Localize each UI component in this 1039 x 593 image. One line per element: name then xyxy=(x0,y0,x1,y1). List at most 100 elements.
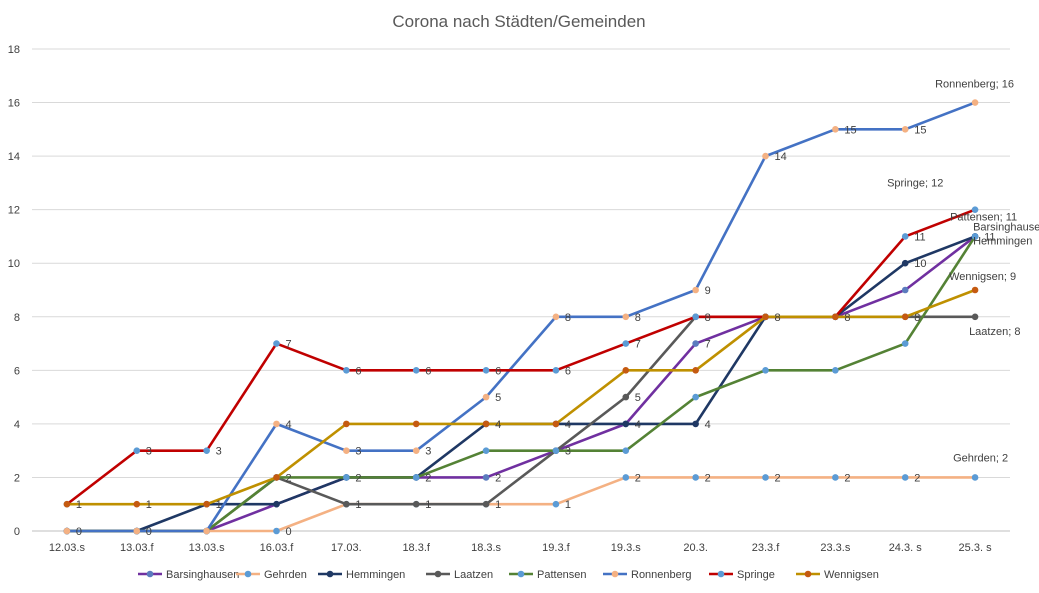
data-point xyxy=(412,420,420,428)
end-label: Gehrden; 2 xyxy=(953,452,1008,464)
data-label: 2 xyxy=(355,472,361,484)
data-point xyxy=(622,340,630,347)
end-label: Pattensen; 11 xyxy=(950,211,1017,223)
legend-label: Pattensen xyxy=(537,569,587,581)
data-point xyxy=(901,126,909,133)
data-label: 2 xyxy=(775,472,781,484)
series-line xyxy=(66,288,976,506)
data-label: 3 xyxy=(425,446,431,458)
legend: Barsinghausen Gehrden Hemmingen Laatzen Patt… xyxy=(138,569,879,581)
y-tick-label: 18 xyxy=(8,44,20,56)
data-point xyxy=(901,259,909,267)
x-tick-label: 18.3.f xyxy=(402,542,430,554)
data-label: 7 xyxy=(286,339,292,351)
data-label: 2 xyxy=(705,472,711,484)
data-point xyxy=(762,367,769,374)
data-point xyxy=(971,233,979,240)
data-point xyxy=(832,474,839,481)
data-point xyxy=(622,313,630,321)
data-label: 0 xyxy=(146,526,152,538)
series-pattensen xyxy=(63,233,979,535)
legend-marker xyxy=(244,570,252,578)
y-tick-label: 14 xyxy=(8,151,20,163)
y-tick-label: 6 xyxy=(14,365,20,377)
data-label: 3 xyxy=(216,446,222,458)
data-label: 6 xyxy=(425,365,431,377)
x-tick-label: 19.3.f xyxy=(542,542,570,554)
data-point xyxy=(901,340,909,347)
data-point xyxy=(412,367,420,374)
data-point xyxy=(412,500,420,508)
data-point xyxy=(133,500,141,508)
legend-marker xyxy=(717,570,725,578)
data-point xyxy=(622,393,630,401)
data-point xyxy=(552,500,560,508)
data-label: 1 xyxy=(495,499,501,511)
chart-title: Corona nach Städten/Gemeinden xyxy=(392,12,645,31)
data-label: 8 xyxy=(775,312,781,324)
legend-label: Springe xyxy=(737,569,775,581)
data-point xyxy=(273,500,280,508)
legend-marker xyxy=(146,570,154,578)
data-label: 1 xyxy=(355,499,361,511)
data-label: 4 xyxy=(635,419,641,431)
data-point xyxy=(273,420,280,428)
y-tick-label: 0 xyxy=(14,526,20,538)
data-point xyxy=(692,286,699,294)
data-point xyxy=(901,474,909,481)
end-label: Springe; 12 xyxy=(887,178,943,190)
data-label: 1 xyxy=(425,499,431,511)
series-line xyxy=(66,101,976,533)
data-point xyxy=(412,474,420,481)
data-point xyxy=(692,340,699,347)
x-tick-label: 25.3. s xyxy=(959,542,993,554)
data-label: 6 xyxy=(565,365,571,377)
data-label: 11 xyxy=(914,231,925,243)
end-label: Wennigsen; 9 xyxy=(949,271,1016,283)
data-point xyxy=(482,420,490,428)
data-label: 8 xyxy=(565,312,571,324)
data-point xyxy=(552,313,560,321)
data-point xyxy=(482,447,490,454)
legend-label: Gehrden xyxy=(264,569,307,581)
legend-label: Ronnenberg xyxy=(631,569,692,581)
x-tick-label: 23.3.s xyxy=(820,542,850,554)
data-label: 15 xyxy=(844,124,856,136)
data-point xyxy=(273,527,280,535)
x-axis: 12.03.s 13.03.f 13.03.s 16.03.f 17.03. 18.3.f… xyxy=(49,542,992,554)
data-point xyxy=(482,500,490,508)
series-line xyxy=(66,235,976,533)
data-label: 8 xyxy=(844,312,850,324)
data-point xyxy=(203,447,210,454)
data-point xyxy=(971,99,979,106)
data-point xyxy=(343,447,350,454)
data-point xyxy=(63,527,71,535)
data-point xyxy=(971,286,979,294)
data-point xyxy=(273,340,280,347)
data-point xyxy=(692,313,699,321)
x-tick-label: 17.03. xyxy=(331,542,362,554)
data-point xyxy=(971,474,979,481)
series-wennigsen xyxy=(63,286,979,508)
data-label: 1 xyxy=(146,499,152,511)
data-point xyxy=(343,420,350,428)
data-point xyxy=(832,367,839,374)
data-point xyxy=(552,367,560,374)
data-label: 15 xyxy=(914,124,926,136)
data-label: 0 xyxy=(76,526,82,538)
data-point xyxy=(482,474,490,481)
y-tick-label: 8 xyxy=(14,312,20,324)
x-tick-label: 23.3.f xyxy=(752,542,780,554)
data-label: 6 xyxy=(495,365,501,377)
end-label: Ronnenberg; 16 xyxy=(935,79,1014,91)
data-label: 2 xyxy=(844,472,850,484)
legend-marker xyxy=(434,570,442,578)
legend-label: Laatzen xyxy=(454,569,493,581)
data-point xyxy=(133,447,141,454)
series-lines xyxy=(63,99,979,535)
data-point xyxy=(622,367,630,374)
legend-item-wennigsen: Wennigsen xyxy=(796,569,879,581)
data-point xyxy=(482,393,490,401)
data-point xyxy=(273,474,280,481)
